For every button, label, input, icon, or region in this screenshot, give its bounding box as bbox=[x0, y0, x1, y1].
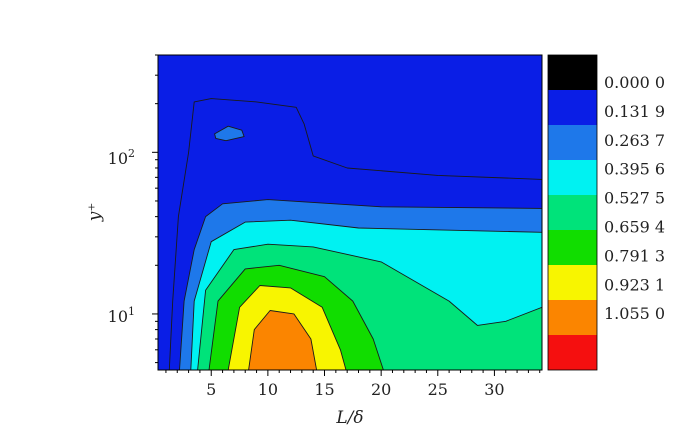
colorbar-label-7: 0.923 1 bbox=[604, 275, 665, 294]
contour-lines bbox=[168, 98, 542, 370]
y-tick-base-100: 10 bbox=[108, 149, 128, 168]
x-tick-label-15: 15 bbox=[314, 380, 334, 399]
colorbar-label-1: 0.131 9 bbox=[604, 102, 665, 121]
colorbar: 0.000 0 0.131 9 0.263 7 0.395 6 0.527 5 0.659… bbox=[547, 54, 665, 371]
plot-frame bbox=[157, 54, 543, 371]
plot-area bbox=[157, 54, 543, 371]
x-axis: 5 10 15 20 25 30 bbox=[165, 370, 541, 399]
colorbar-label-5: 0.659 4 bbox=[604, 218, 665, 237]
y-axis-title: y⁺ bbox=[85, 203, 105, 223]
y-tick-exp-10: 1 bbox=[128, 305, 135, 318]
colorbar-swatch-1 bbox=[548, 90, 597, 125]
colorbar-swatch-6 bbox=[548, 265, 597, 300]
x-tick-label-20: 20 bbox=[371, 380, 391, 399]
contour-line-7 bbox=[214, 125, 245, 142]
contour-line-2 bbox=[190, 219, 542, 370]
x-tick-label-5: 5 bbox=[206, 380, 216, 399]
y-axis: 102 101 bbox=[108, 54, 158, 364]
contour-bands bbox=[158, 55, 542, 370]
contour-line-4 bbox=[208, 264, 384, 370]
x-tick-label-10: 10 bbox=[258, 380, 278, 399]
y-tick-label-100: 102 bbox=[108, 147, 135, 168]
colorbar-swatch-3 bbox=[548, 160, 597, 195]
colorbar-swatch-8 bbox=[548, 335, 597, 370]
x-tick-label-25: 25 bbox=[428, 380, 448, 399]
x-tick-label-30: 30 bbox=[484, 380, 504, 399]
contour-line-0 bbox=[168, 98, 542, 370]
contour-line-3 bbox=[197, 243, 542, 370]
x-axis-title: L/δ bbox=[335, 408, 363, 428]
colorbar-swatch-2 bbox=[548, 125, 597, 160]
colorbar-swatch-4 bbox=[548, 195, 597, 230]
colorbar-label-4: 0.527 5 bbox=[604, 189, 665, 208]
colorbar-label-0: 0.000 0 bbox=[604, 73, 665, 92]
y-tick-label-10: 101 bbox=[108, 305, 135, 326]
y-tick-base-10: 10 bbox=[108, 307, 128, 326]
colorbar-swatch-0 bbox=[548, 55, 597, 90]
contour-line-1 bbox=[179, 199, 542, 370]
contour-band-6 bbox=[248, 310, 317, 370]
colorbar-label-3: 0.395 6 bbox=[604, 160, 665, 179]
colorbar-label-8: 1.055 0 bbox=[604, 304, 665, 323]
colorbar-swatch-5 bbox=[548, 230, 597, 265]
colorbar-swatch-7 bbox=[548, 300, 597, 335]
colorbar-label-2: 0.263 7 bbox=[604, 131, 665, 150]
colorbar-label-6: 0.791 3 bbox=[604, 246, 665, 265]
contour-line-5 bbox=[227, 285, 347, 370]
colorbar-frame bbox=[547, 54, 598, 371]
y-tick-exp-100: 2 bbox=[128, 147, 135, 160]
contour-line-6 bbox=[248, 310, 318, 370]
